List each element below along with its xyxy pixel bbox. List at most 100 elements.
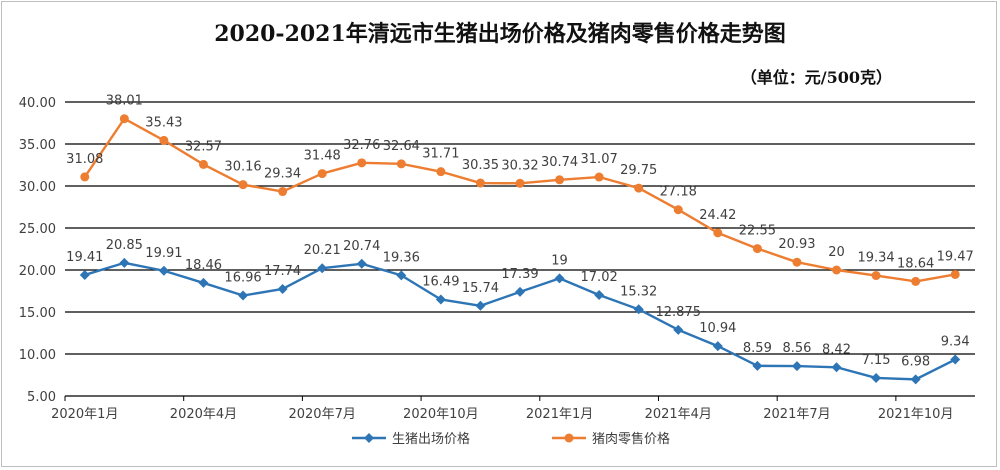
data-label: 17.02 (581, 270, 618, 285)
data-point (792, 257, 802, 267)
data-label: 30.32 (501, 158, 538, 173)
y-tick-label: 20.00 (19, 264, 56, 279)
data-label: 24.42 (699, 208, 736, 223)
data-point (435, 294, 446, 305)
x-tick-label: 2021年7月 (763, 407, 830, 422)
data-label: 20 (828, 245, 845, 260)
data-point (752, 360, 763, 371)
y-tick-label: 10.00 (19, 348, 56, 363)
x-tick-label: 2020年1月 (51, 407, 118, 422)
y-tick-label: 5.00 (27, 390, 56, 405)
data-label: 32.64 (383, 139, 420, 154)
data-label: 16.49 (422, 274, 459, 289)
data-label: 30.74 (541, 155, 578, 170)
data-point (79, 269, 90, 280)
data-point (396, 159, 406, 169)
data-point (911, 276, 921, 286)
x-tick-label: 2020年10月 (403, 407, 479, 422)
data-point (555, 175, 565, 185)
data-label: 19 (551, 253, 568, 268)
x-tick-label: 2021年1月 (526, 407, 593, 422)
data-label: 32.76 (343, 138, 380, 153)
data-point (910, 374, 921, 385)
x-tick-label: 2020年4月 (170, 407, 237, 422)
y-tick-label: 40.00 (19, 96, 56, 111)
data-label: 20.74 (343, 239, 380, 254)
data-label: 12.875 (656, 305, 702, 320)
data-label: 35.43 (145, 115, 182, 130)
data-label: 10.94 (699, 321, 736, 336)
data-label: 30.16 (224, 160, 261, 175)
data-label: 19.34 (857, 251, 894, 266)
data-point (673, 205, 683, 215)
data-label: 19.47 (937, 249, 974, 264)
data-point (594, 172, 604, 182)
data-label: 8.56 (782, 341, 811, 356)
data-point (198, 159, 208, 169)
data-label: 17.39 (501, 267, 538, 282)
unit-note: （单位：元/500克） (740, 68, 892, 87)
data-point (752, 244, 762, 254)
data-point (633, 304, 644, 315)
y-tick-label: 35.00 (19, 138, 56, 153)
data-label: 31.08 (66, 152, 103, 167)
data-label: 29.34 (264, 167, 301, 182)
chart-title: 2020-2021年清远市生猪出场价格及猪肉零售价格走势图 (214, 21, 786, 47)
data-label: 20.21 (304, 243, 341, 258)
data-point (831, 362, 842, 373)
data-label: 15.74 (462, 281, 499, 296)
data-point (713, 228, 723, 238)
data-point (317, 263, 328, 274)
data-label: 31.07 (581, 152, 618, 167)
data-point (515, 178, 525, 188)
data-point (119, 257, 130, 268)
y-tick-label: 30.00 (19, 180, 56, 195)
data-label: 18.64 (897, 256, 934, 271)
data-point (634, 183, 644, 193)
data-point (198, 277, 209, 288)
legend-marker (564, 433, 574, 443)
data-label: 6.98 (901, 354, 930, 369)
data-point (594, 290, 605, 301)
data-label: 9.34 (941, 335, 970, 350)
data-point (871, 271, 881, 281)
data-point (950, 354, 961, 365)
data-point (317, 169, 327, 179)
x-tick-label: 2021年10月 (878, 407, 954, 422)
data-point (278, 187, 288, 197)
x-tick-label: 2021年4月 (645, 407, 712, 422)
data-point (712, 341, 723, 352)
data-label: 15.32 (620, 284, 657, 299)
data-point (238, 180, 248, 190)
legend-marker (364, 433, 374, 443)
data-point (871, 372, 882, 383)
data-label: 20.93 (778, 237, 815, 252)
data-label: 32.57 (185, 139, 222, 154)
data-point (475, 178, 485, 188)
data-label: 38.01 (106, 94, 143, 109)
data-label: 8.59 (743, 341, 772, 356)
data-label: 22.55 (739, 224, 776, 239)
data-point (277, 283, 288, 294)
data-point (673, 324, 684, 335)
x-tick-label: 2020年7月 (288, 407, 355, 422)
data-point (396, 270, 407, 281)
y-tick-label: 15.00 (19, 306, 56, 321)
data-label: 19.91 (145, 246, 182, 261)
data-point (80, 172, 90, 182)
data-label: 29.75 (620, 163, 657, 178)
legend-label: 猪肉零售价格 (592, 431, 670, 447)
data-label: 18.46 (185, 258, 222, 273)
data-point (515, 286, 525, 297)
data-label: 20.85 (106, 238, 143, 253)
data-point (554, 273, 565, 284)
legend-label: 生猪出场价格 (392, 431, 470, 447)
data-label: 19.36 (383, 250, 420, 265)
data-point (475, 300, 486, 311)
data-point (436, 167, 446, 177)
data-point (357, 158, 367, 168)
data-point (119, 114, 129, 124)
data-point (950, 269, 960, 279)
